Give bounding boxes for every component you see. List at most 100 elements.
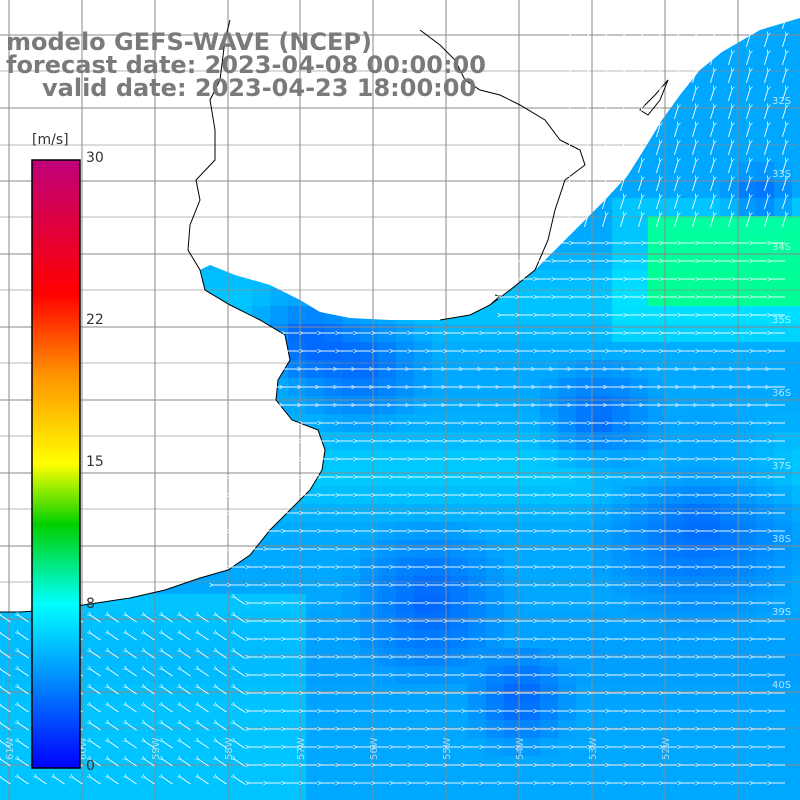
wind-cell <box>342 792 361 800</box>
wind-cell <box>756 792 775 800</box>
wind-cell <box>792 522 800 541</box>
longitude-label: 59W <box>151 737 162 760</box>
wind-cell <box>126 594 145 613</box>
wind-cell <box>144 792 163 800</box>
wind-cell <box>792 72 800 91</box>
wind-cell <box>270 288 289 307</box>
wind-cell <box>792 234 800 253</box>
wind-cell <box>792 702 800 721</box>
latitude-label: 36S <box>772 388 791 399</box>
wind-cell <box>720 792 739 800</box>
wind-cell <box>180 594 199 613</box>
wind-cell <box>792 18 800 37</box>
colorbar-unit: [m/s] <box>32 132 69 148</box>
wind-cell <box>792 288 800 307</box>
wind-cell <box>558 792 577 800</box>
wind-cell <box>792 540 800 559</box>
colorbar-tick-label: 8 <box>86 595 95 612</box>
wind-cell <box>198 594 217 613</box>
wind-cell <box>252 288 271 307</box>
wind-cell <box>684 792 703 800</box>
longitude-label: 54W <box>515 737 526 760</box>
wind-cell <box>486 306 505 325</box>
wind-cell <box>270 306 289 325</box>
wind-cell <box>432 792 451 800</box>
wind-cell <box>450 792 469 800</box>
colorbar-tick-label: 22 <box>86 312 104 329</box>
longitude-label: 61W <box>5 737 16 760</box>
colorbar-tick-label: 15 <box>86 454 104 470</box>
longitude-label: 57W <box>296 737 307 760</box>
wind-cell <box>324 792 343 800</box>
wind-cell <box>792 432 800 451</box>
wind-cell <box>792 558 800 577</box>
wind-cell <box>504 792 523 800</box>
wind-cell <box>792 90 800 109</box>
wind-cell <box>486 792 505 800</box>
latitude-label: 38S <box>772 534 791 545</box>
wind-cell <box>792 54 800 73</box>
wind-cell <box>792 468 800 487</box>
wind-cell <box>198 792 217 800</box>
wind-cell <box>378 792 397 800</box>
wind-cell <box>414 792 433 800</box>
wind-cell <box>234 792 253 800</box>
wind-cell <box>792 198 800 217</box>
wind-cell <box>738 792 757 800</box>
wind-cell <box>792 396 800 415</box>
wind-cell <box>792 648 800 667</box>
wind-cell <box>792 342 800 361</box>
wind-cell <box>594 792 613 800</box>
wind-cell <box>180 792 199 800</box>
wind-cell <box>540 792 559 800</box>
latitude-label: 32S <box>772 96 791 107</box>
valid-date: valid date: 2023-04-23 18:00:00 <box>42 74 477 102</box>
wind-cell <box>792 486 800 505</box>
wind-cell <box>288 792 307 800</box>
wind-cell <box>468 792 487 800</box>
longitude-label: 52W <box>661 737 672 760</box>
wind-cell <box>792 306 800 325</box>
wind-cell <box>252 792 271 800</box>
wind-cell <box>36 792 55 800</box>
wind-cell <box>774 792 793 800</box>
wind-cell <box>216 792 235 800</box>
latitude-label: 39S <box>772 607 791 618</box>
wind-cell <box>792 576 800 595</box>
wind-cell <box>612 792 631 800</box>
wind-cell <box>270 792 289 800</box>
wind-cell <box>54 792 73 800</box>
wind-cell <box>792 594 800 613</box>
latitude-label: 37S <box>772 461 791 472</box>
wind-cell <box>792 630 800 649</box>
wind-cell <box>108 792 127 800</box>
wind-cell <box>18 792 37 800</box>
wind-cell <box>792 180 800 199</box>
wind-cell <box>792 144 800 163</box>
wind-cell <box>792 126 800 145</box>
wind-cell <box>162 594 181 613</box>
wind-cell <box>792 684 800 703</box>
wind-cell <box>198 576 217 595</box>
wind-cell <box>792 450 800 469</box>
wind-cell <box>162 792 181 800</box>
wind-cell <box>666 792 685 800</box>
wind-cell <box>792 792 800 800</box>
wind-cell <box>792 720 800 739</box>
wind-cell <box>792 252 800 271</box>
wind-cell <box>396 792 415 800</box>
wind-cell <box>792 360 800 379</box>
wind-cell <box>792 270 800 289</box>
wind-cell <box>522 792 541 800</box>
wind-cell <box>630 792 649 800</box>
wind-cell <box>792 378 800 397</box>
wind-cell <box>648 792 667 800</box>
wind-cell <box>126 792 145 800</box>
wind-cell <box>792 162 800 181</box>
wind-cell <box>702 792 721 800</box>
wind-cell <box>792 666 800 685</box>
latitude-label: 40S <box>772 680 791 691</box>
wind-cell <box>792 324 800 343</box>
colorbar-tick-label: 0 <box>86 758 95 774</box>
